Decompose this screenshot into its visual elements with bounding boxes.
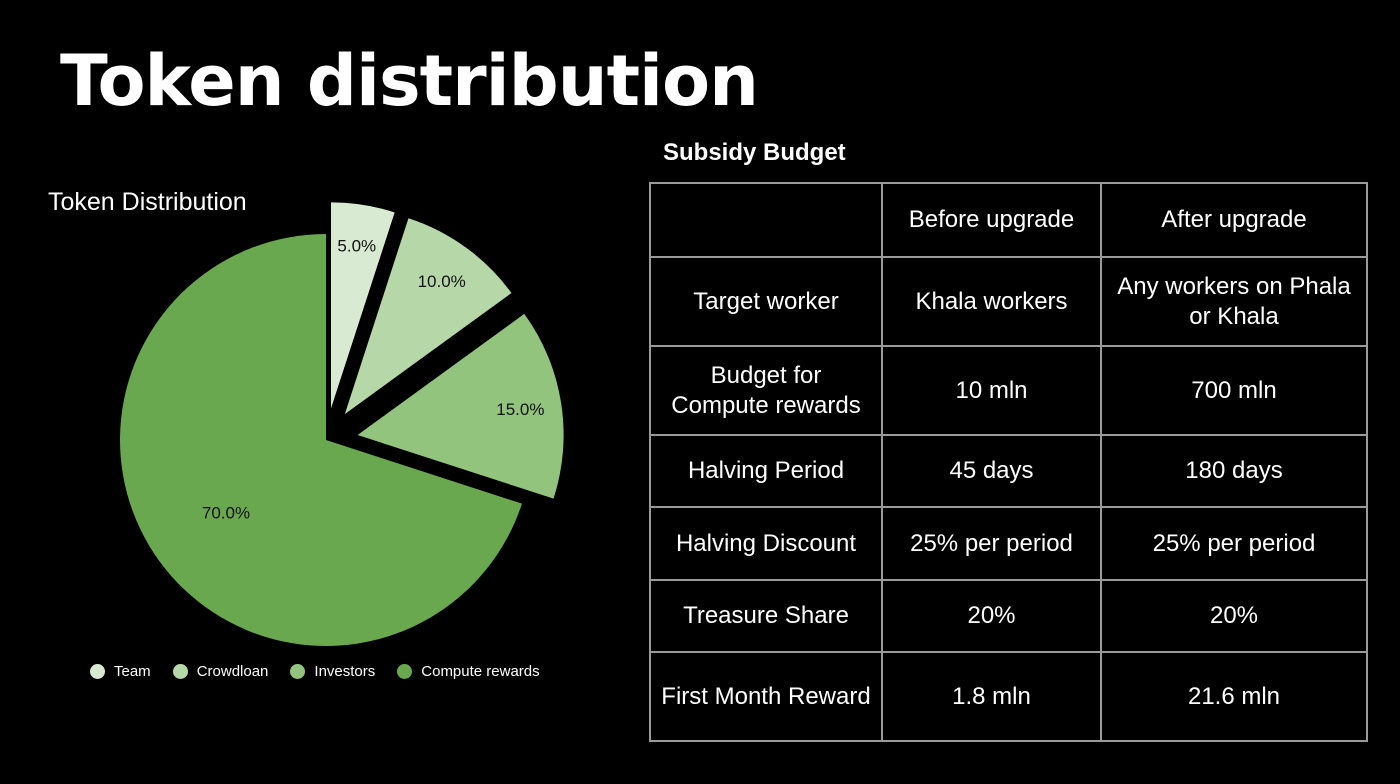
table-cell: 700 mln	[1100, 345, 1368, 436]
table-cell: 25% per period	[1100, 506, 1368, 581]
legend-swatch	[90, 663, 105, 679]
table-row: Halving Period 45 days 180 days	[649, 434, 1368, 508]
table-cell: 21.6 mln	[1100, 651, 1368, 742]
pie-slice-label: 5.0%	[337, 237, 376, 256]
pie-slice-team	[331, 202, 395, 409]
table-cell: 20%	[881, 579, 1102, 653]
pie-slice-label: 70.0%	[202, 504, 250, 523]
legend-item: Crowdloan	[172, 662, 269, 680]
pie-slice-investors	[357, 313, 564, 499]
table-row-label: Target worker	[649, 256, 883, 347]
table-row: First Month Reward 1.8 mln 21.6 mln	[649, 651, 1368, 742]
table-row-label: Treasure Share	[649, 579, 883, 653]
table-cell: 180 days	[1100, 434, 1368, 508]
table-cell: Khala workers	[881, 256, 1102, 347]
legend-swatch	[290, 663, 306, 679]
table-row-label: Halving Discount	[649, 506, 883, 581]
table-cell: 25% per period	[881, 506, 1102, 581]
legend-item: Team	[90, 663, 151, 680]
legend-swatch	[397, 663, 413, 679]
table-header-row: Before upgrade After upgrade	[649, 182, 1368, 258]
legend-item: Investors	[290, 663, 375, 680]
pie-chart: 5.0% 10.0% 15.0% 70.0%	[120, 202, 564, 646]
table-row: Budget for Compute rewards 10 mln 700 ml…	[649, 345, 1368, 436]
table-row-label: Halving Period	[649, 434, 883, 508]
chart-legend: Team Crowdloan Investors Compute rewards	[90, 660, 540, 682]
table-header-cell: After upgrade	[1100, 182, 1368, 258]
legend-item: Compute rewards	[397, 662, 540, 680]
legend-label: Investors	[314, 662, 376, 680]
table-title: Subsidy Budget	[663, 139, 846, 166]
chart-title: Token Distribution	[48, 188, 247, 216]
table-row: Halving Discount 25% per period 25% per …	[649, 506, 1368, 581]
table-cell: 20%	[1100, 579, 1368, 653]
pie-slice-label: 15.0%	[496, 400, 544, 419]
subsidy-budget-table: Before upgrade After upgrade Target work…	[649, 182, 1368, 742]
pie-slice-compute-rewards	[120, 234, 522, 646]
table-row: Treasure Share 20% 20%	[649, 579, 1368, 653]
table-cell: 1.8 mln	[881, 651, 1102, 742]
table-row-label: First Month Reward	[649, 651, 883, 742]
legend-swatch	[172, 663, 188, 679]
legend-label: Compute rewards	[421, 662, 540, 680]
table-cell: 10 mln	[881, 345, 1102, 436]
page-title: Token distribution	[60, 40, 759, 122]
table-header-cell	[649, 182, 883, 258]
table-row: Target worker Khala workers Any workers …	[649, 256, 1368, 347]
pie-slice-label: 10.0%	[418, 272, 466, 291]
table-header-cell: Before upgrade	[881, 182, 1102, 258]
pie-slice-crowdloan	[344, 218, 512, 415]
table-cell: 45 days	[881, 434, 1102, 508]
table-row-label: Budget for Compute rewards	[649, 345, 883, 436]
legend-label: Team	[114, 662, 151, 680]
legend-label: Crowdloan	[196, 662, 269, 680]
table-cell: Any workers on Phala or Khala	[1100, 256, 1368, 347]
